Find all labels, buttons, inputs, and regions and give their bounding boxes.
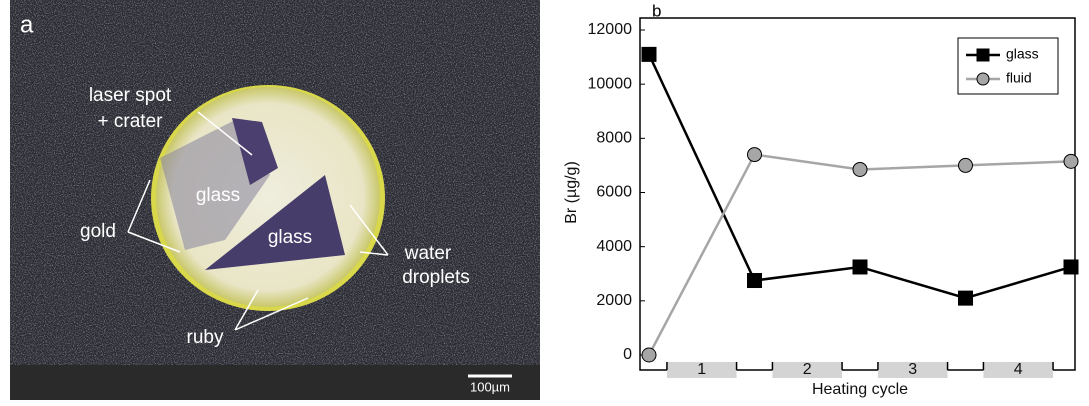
marker	[1064, 260, 1078, 274]
annotation: + crater	[98, 111, 164, 132]
y-tick-label: 12000	[588, 21, 633, 38]
scale-bar-strip	[10, 365, 540, 400]
marker	[642, 348, 656, 362]
y-tick-label: 8000	[596, 130, 632, 147]
panel-label: b	[652, 1, 661, 20]
x-axis-label: Heating cycle	[812, 381, 908, 398]
marker	[853, 260, 867, 274]
legend: glass fluid	[958, 38, 1058, 94]
x-tick-label: 4	[1014, 361, 1023, 378]
annotation: glass	[196, 185, 240, 206]
annotation: droplets	[402, 267, 470, 288]
y-tick-label: 2000	[596, 292, 632, 309]
x-tick-label: 1	[697, 361, 706, 378]
marker	[1064, 154, 1078, 168]
legend-label: glass	[1006, 46, 1039, 62]
series-line	[649, 155, 1071, 355]
annotation: gold	[80, 221, 116, 242]
annotation: laser spot	[89, 85, 172, 106]
legend-marker	[977, 49, 989, 61]
x-tick-label: 3	[908, 361, 917, 378]
marker	[748, 148, 762, 162]
y-axis-label: Br (µg/g)	[563, 161, 580, 224]
marker	[853, 162, 867, 176]
annotation: ruby	[187, 327, 224, 348]
marker	[959, 291, 973, 305]
y-tick-label: 0	[623, 346, 632, 363]
marker	[748, 274, 762, 288]
legend-marker	[977, 73, 989, 85]
marker	[959, 158, 973, 172]
scale-bar-label: 100µm	[470, 379, 510, 394]
y-tick-label: 4000	[596, 238, 632, 255]
annotation: water	[404, 243, 452, 264]
panel-label: a	[20, 11, 34, 38]
marker	[642, 47, 656, 61]
y-tick-label: 10000	[588, 75, 633, 92]
photo-panel: 100µm a laser spot + crater glass glass …	[10, 0, 540, 400]
figure: 100µm a laser spot + crater glass glass …	[0, 0, 1089, 406]
x-tick-label: 2	[803, 361, 812, 378]
legend-label: fluid	[1006, 70, 1032, 86]
y-tick-label: 6000	[596, 184, 632, 201]
annotation: glass	[268, 227, 312, 248]
